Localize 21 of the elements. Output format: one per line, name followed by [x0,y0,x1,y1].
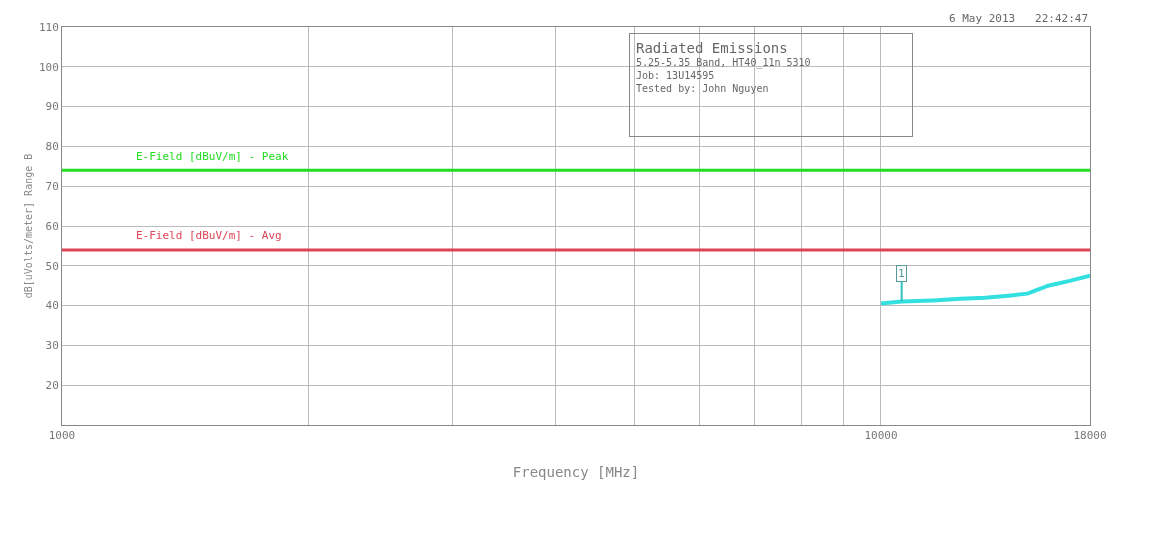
y-tick-label: 100 [38,60,59,74]
x-tick-label: 10000 [864,429,898,443]
x-axis-title: Frequency [MHz] [512,464,640,480]
y-tick-label: 50 [45,259,59,273]
y-tick-label: 60 [45,219,59,233]
y-tick-label: 90 [45,100,59,114]
ref-line-label: E-Field [dBuV/m] - Peak [136,150,289,163]
text: Radiated Emissions [636,40,788,56]
y-tick-label: 20 [45,379,59,393]
x-tick-label: 18000 [1073,429,1107,443]
y-tick-label: 40 [45,299,59,313]
y-tick-label: 30 [45,339,59,353]
y-tick-label: 80 [45,140,59,154]
y-tick-label: 70 [45,180,59,194]
ref-line-label: E-Field [dBuV/m] - Avg [136,229,282,242]
annotation: 1 [898,267,905,280]
y-tick-label: 110 [38,20,59,34]
text: 5.25-5.35 Band, HT40_11n 5310 Job: 13U14595 Tested by: John Nguyen [636,57,811,94]
text: 6 May 2013 22:42:47 [949,12,1089,25]
x-tick-label: 1000 [48,429,76,443]
y-axis-title: dB[uVolts/meter] Range B [22,153,34,299]
